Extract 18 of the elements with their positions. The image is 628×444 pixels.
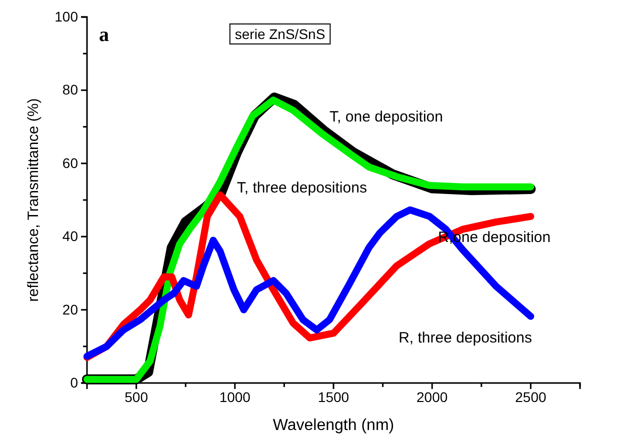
x-tick-label: 500: [124, 388, 148, 405]
y-tick-label: 0: [70, 374, 78, 390]
x-tick-label: 2500: [515, 388, 546, 405]
series-label: R, three depositions: [398, 330, 532, 347]
y-tick-label: 80: [62, 82, 78, 98]
y-tick-label: 100: [54, 8, 78, 24]
annotation: a: [99, 24, 109, 46]
x-tick-label: 1500: [318, 388, 350, 405]
y-tick-label: 60: [62, 154, 78, 171]
series-label: T, one deposition: [330, 108, 443, 126]
x-tick-label: 1000: [219, 388, 251, 405]
y-tick-label: 40: [62, 228, 78, 244]
y-axis-title: reflectance, Transmittance (%): [25, 98, 42, 302]
x-tick-label: 2000: [416, 388, 448, 405]
x-axis-title: Wavelength (nm): [272, 417, 394, 434]
text: serie ZnS/SnS: [234, 26, 326, 42]
y-tick-label: 20: [62, 301, 78, 318]
series-label: T, three depositions: [236, 180, 367, 197]
